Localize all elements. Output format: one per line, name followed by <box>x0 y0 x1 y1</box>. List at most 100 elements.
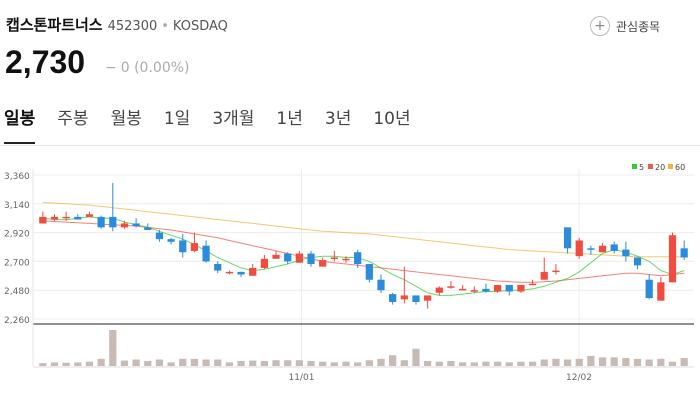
candle-body <box>144 227 152 230</box>
tab-10year[interactable]: 10년 <box>373 109 411 129</box>
candle-body <box>50 216 59 220</box>
candle-body <box>587 248 595 250</box>
candle-body <box>260 258 268 268</box>
legend-label: 5 <box>639 163 644 172</box>
volume-bar <box>587 355 595 366</box>
candle-body <box>435 287 443 293</box>
volume-bar <box>668 361 677 366</box>
add-watchlist-button[interactable]: + 관심종목 <box>590 16 660 36</box>
candle-body <box>39 216 47 224</box>
volume-bar <box>377 358 385 366</box>
candle-body <box>424 295 432 301</box>
volume-bar <box>330 362 338 366</box>
volume-bar <box>540 359 548 366</box>
volume-bar <box>50 362 59 366</box>
volume-bar <box>645 359 653 366</box>
volume-bar <box>62 362 70 366</box>
volume-bar <box>657 358 665 366</box>
candle-body <box>319 260 327 267</box>
volume-bar <box>447 360 455 366</box>
stock-code: 452300 <box>107 19 158 34</box>
volume-bar <box>412 348 420 366</box>
volume-bar <box>365 360 373 366</box>
current-price: 2,730 <box>5 44 86 80</box>
candle-body <box>563 227 572 249</box>
candle-body <box>97 216 105 228</box>
volume-bar <box>389 355 397 366</box>
x-tick-label: 12/02 <box>566 373 592 383</box>
candle-body <box>74 216 82 220</box>
y-tick-label: 3,360 <box>4 172 30 182</box>
volume-bar <box>214 359 222 366</box>
tab-daily[interactable]: 일봉 <box>4 104 36 144</box>
period-tabs: 일봉 주봉 월봉 1일 3개월 1년 3년 10년 <box>0 104 433 144</box>
volume-bar <box>202 359 210 366</box>
volume-bar <box>144 360 152 366</box>
legend-swatch <box>648 164 653 169</box>
candle-body <box>109 216 117 228</box>
tab-1year[interactable]: 1년 <box>276 109 303 129</box>
price-chart[interactable]: 3,360 3,140 2,920 2,700 2,480 2,260 11/01 12/02… <box>0 148 700 400</box>
candle-body <box>237 271 245 275</box>
tab-1day[interactable]: 1일 <box>163 109 191 129</box>
volume-bar <box>155 359 164 366</box>
volume-bar <box>284 360 292 366</box>
candle-body <box>354 252 362 265</box>
candle-body <box>482 288 490 292</box>
candle-body <box>365 264 373 280</box>
candle-body <box>179 240 187 253</box>
tab-weekly[interactable]: 주봉 <box>57 109 89 129</box>
volume-bar <box>552 358 560 366</box>
candle-body <box>225 271 234 274</box>
price-change: −0 (0.00%) <box>105 60 190 76</box>
tab-3month[interactable]: 3개월 <box>212 109 255 129</box>
volume-bar <box>517 361 525 366</box>
candle-body <box>598 245 607 253</box>
volume-bar <box>459 362 467 366</box>
candle-body <box>190 243 199 251</box>
candle-body <box>505 284 513 292</box>
volume-bar <box>680 358 688 366</box>
volume-bar <box>225 362 234 366</box>
candle-body <box>657 282 665 301</box>
stock-header: 캡스톤파트너스 452300 • KOSDAQ <box>6 14 228 35</box>
candle-body <box>645 279 653 299</box>
volume-bar <box>528 361 537 366</box>
candle-body <box>307 253 315 265</box>
tab-3year[interactable]: 3년 <box>324 109 352 129</box>
plus-icon: + <box>590 16 610 36</box>
change-value: 0 (0.00%) <box>120 60 190 76</box>
candle-body <box>389 294 397 302</box>
candle-body <box>493 284 502 292</box>
candle-body <box>249 267 257 276</box>
tab-monthly[interactable]: 월봉 <box>110 109 142 129</box>
candle-body <box>459 288 467 291</box>
watchlist-label: 관심종목 <box>616 19 661 34</box>
stock-name: 캡스톤파트너스 <box>6 16 103 34</box>
volume-bar <box>307 360 315 366</box>
volume-bar <box>272 360 280 366</box>
candle-body <box>400 295 408 300</box>
candle-body <box>575 240 583 257</box>
candle-body <box>342 258 350 261</box>
volume-bar <box>319 361 327 366</box>
y-tick-label: 3,140 <box>4 201 30 211</box>
candle-body <box>284 253 292 262</box>
volume-bar <box>424 360 432 366</box>
tabs-divider <box>0 145 700 146</box>
candle-body <box>552 270 560 273</box>
legend-swatch <box>632 164 637 169</box>
candle-body <box>680 248 688 258</box>
y-tick-label: 2,480 <box>4 287 30 297</box>
candle-body <box>622 249 630 257</box>
volume-bar <box>575 358 583 366</box>
ma5-line <box>42 216 685 296</box>
candle-body <box>202 245 210 262</box>
candle-body <box>528 283 537 286</box>
y-tick-label: 2,260 <box>4 316 30 326</box>
volume-bar <box>633 358 642 366</box>
change-sign: − <box>105 60 117 76</box>
ma20-line <box>42 220 685 283</box>
volume-bar <box>179 358 187 366</box>
volume-bar <box>482 361 490 366</box>
